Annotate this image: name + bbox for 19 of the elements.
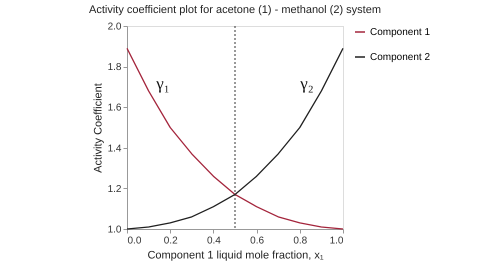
legend-label: Component 1	[370, 27, 430, 38]
y-axis-title: Activity Coefficient	[92, 83, 105, 173]
x-tick-label: 0.2	[164, 236, 178, 246]
x-tick-label: 0.6	[250, 236, 264, 246]
y-tick-label: 1.0	[108, 224, 122, 236]
annotation: γ₁	[155, 74, 170, 93]
chart-title: Activity coefficient plot for acetone (1) - methanol (2) system	[88, 4, 382, 16]
legend-label: Component 2	[370, 52, 430, 63]
x-tick-label: 0.4	[206, 236, 222, 246]
y-tick-label: 1.8	[108, 62, 122, 74]
x-tick-label: 0.8	[293, 236, 308, 246]
y-tick-label: 1.6	[108, 102, 122, 114]
x-tick-label: 1.0	[330, 236, 344, 246]
y-tick-label: 2.0	[108, 22, 122, 32]
y-tick-label: 1.2	[108, 184, 122, 195]
x-tick-label: 0.0	[128, 236, 142, 246]
x-axis-title: Component 1 liquid mole fraction, x₁	[147, 250, 324, 262]
annotation: γ₂	[299, 74, 314, 93]
y-tick-label: 1.4	[108, 143, 122, 154]
